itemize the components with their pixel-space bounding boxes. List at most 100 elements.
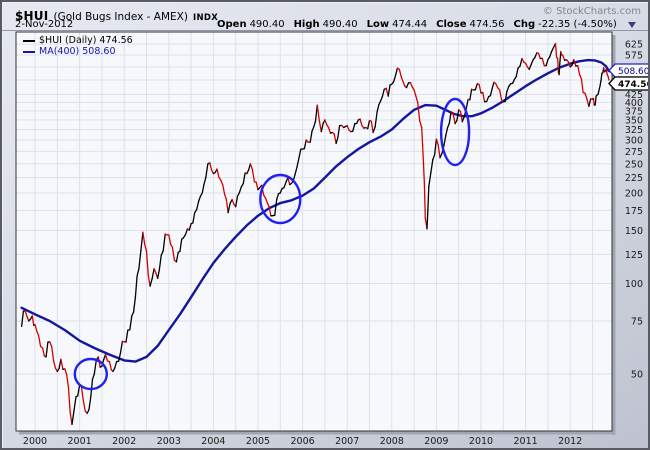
price-segment: [235, 195, 239, 208]
y-axis-label: 625: [625, 40, 643, 51]
price-segment: [134, 275, 138, 298]
price-segment: [333, 133, 337, 145]
price-segment: [184, 228, 189, 236]
price-segment: [324, 119, 328, 126]
price-segment: [528, 63, 532, 71]
price-segment: [549, 51, 553, 58]
price-segment: [266, 202, 270, 208]
price-segment: [162, 233, 166, 252]
legend-ma-label: MA(400) 508.60: [39, 46, 116, 57]
price-segment: [439, 152, 443, 159]
y-axis-label: 325: [625, 125, 643, 136]
price-segment: [220, 179, 224, 186]
y-axis-label: 125: [625, 250, 643, 261]
price-segment: [421, 144, 425, 165]
price-segment: [367, 119, 371, 130]
y-axis-label: 375: [625, 106, 643, 117]
price-segment: [327, 126, 332, 134]
legend-price-series: $HUI (Daily) 474.56: [23, 35, 133, 46]
price-segment: [545, 59, 549, 67]
price-segment: [227, 202, 231, 214]
exchange-label: INDX: [193, 13, 219, 23]
price-segment: [337, 124, 341, 139]
price-segment: [448, 111, 452, 125]
price-segment: [73, 396, 77, 412]
price-segment: [41, 347, 46, 357]
price-segment: [222, 184, 226, 195]
price-segment: [567, 61, 571, 68]
index-name: (Gold Bugs Index - AMEX): [53, 11, 188, 23]
price-segment: [131, 311, 135, 317]
y-axis-label: 100: [625, 279, 643, 290]
price-segment: [605, 68, 608, 76]
price-segment: [352, 122, 356, 132]
price-segment: [31, 315, 35, 326]
price-segment: [198, 195, 202, 202]
price-segment: [432, 154, 436, 161]
price-segment: [524, 62, 529, 68]
open-value: Open 490.40: [217, 19, 285, 30]
price-segment: [49, 341, 53, 348]
ohlc-readout: Open 490.40 High 490.40 Low 474.44 Close 474…: [217, 19, 636, 30]
price-segment: [196, 200, 200, 211]
price-segment: [210, 169, 215, 175]
price-segment: [370, 120, 374, 134]
series-group: [20, 42, 611, 426]
price-segment: [168, 234, 172, 245]
price-segment: [93, 359, 97, 375]
price-segment: [142, 231, 146, 246]
price-segment: [320, 122, 324, 133]
price-segment: [452, 113, 456, 125]
price-segment: [26, 315, 30, 322]
price-segment: [359, 118, 363, 127]
price-segment: [554, 42, 558, 59]
price-segment: [255, 181, 259, 191]
legend-price-label: $HUI (Daily) 474.56: [39, 35, 133, 46]
price-segment: [242, 172, 246, 185]
price-segment: [153, 268, 157, 274]
price-segment: [372, 126, 376, 134]
price-segment: [478, 84, 482, 94]
price-segment: [67, 387, 71, 414]
price-segment: [346, 124, 350, 131]
price-segment: [392, 75, 397, 83]
price-segment: [158, 254, 162, 271]
x-axis-label: 2012: [558, 436, 582, 447]
price-segment: [588, 98, 592, 108]
price-segment: [64, 368, 68, 376]
price-segment: [77, 384, 81, 397]
price-segment: [151, 268, 155, 280]
price-segment: [51, 345, 55, 363]
price-segment: [400, 76, 404, 83]
y-axis-label: 75: [631, 317, 643, 328]
price-segment: [136, 268, 140, 277]
price-segment: [125, 329, 129, 343]
price-segment: [557, 57, 560, 73]
price-segment: [145, 250, 149, 277]
price-segment: [597, 84, 601, 95]
price-segment: [264, 197, 269, 204]
x-axis-label: 2002: [112, 436, 136, 447]
price-segment: [66, 374, 70, 389]
price-segment: [469, 88, 473, 101]
crossover-circle-annotation: [73, 357, 109, 391]
price-segment: [274, 198, 278, 217]
crossover-circle-annotation: [259, 173, 302, 225]
x-axis-label: 2005: [246, 436, 270, 447]
price-segment: [283, 181, 287, 189]
price-segment: [380, 95, 384, 102]
price-segment: [491, 81, 495, 90]
price-segment: [405, 82, 410, 89]
price-segment: [179, 238, 183, 252]
y-axis-label: 400: [625, 98, 643, 109]
price-segment: [459, 110, 463, 123]
price-segment: [424, 217, 427, 224]
price-segment: [209, 162, 213, 171]
price-segment: [495, 82, 499, 89]
price-segment: [268, 206, 272, 217]
legend-ma-series: MA(400) 508.60: [23, 46, 133, 57]
close-value: Close 474.56: [436, 19, 505, 30]
price-segment: [530, 59, 534, 66]
